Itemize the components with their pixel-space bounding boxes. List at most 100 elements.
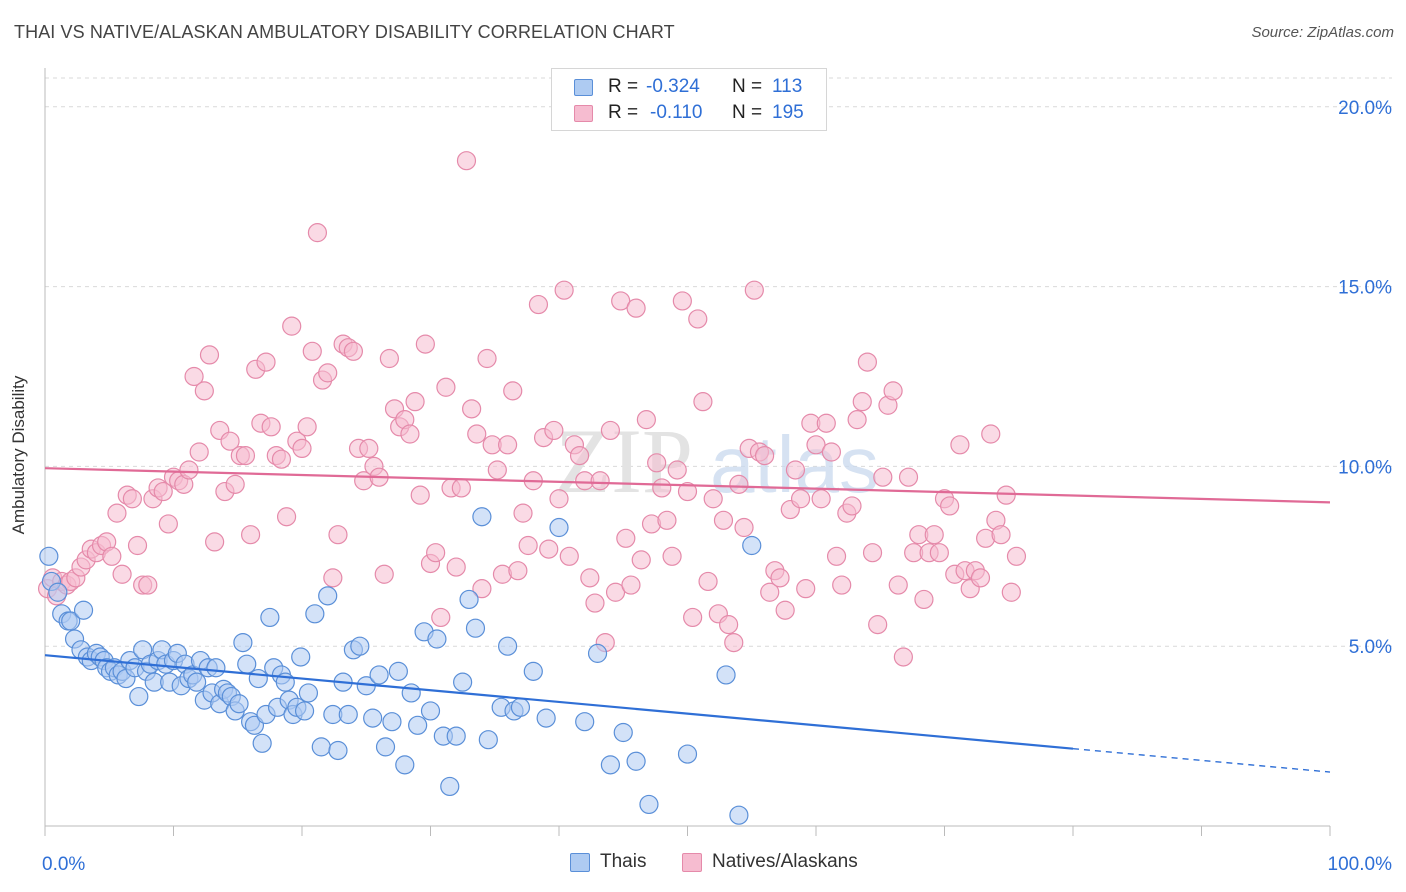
data-point-natives: [605, 582, 626, 602]
data-point-natives: [379, 348, 399, 369]
data-point-natives: [112, 564, 132, 584]
data-point-thais: [229, 694, 249, 714]
data-point-thais: [233, 632, 253, 653]
data-point-natives: [826, 546, 847, 566]
data-point-thais: [549, 517, 569, 538]
data-point-natives: [888, 575, 908, 595]
data-point-thais: [446, 726, 466, 746]
data-point-natives: [220, 431, 240, 451]
data-point-natives: [862, 543, 883, 563]
data-point-thais: [472, 507, 492, 527]
data-point-natives: [806, 435, 826, 455]
data-point-natives: [513, 503, 533, 523]
y-axis-label: Ambulatory Disability: [9, 375, 28, 535]
data-point-natives: [307, 223, 328, 243]
data-point-thais: [350, 636, 370, 656]
legend-row-natives: R = -0.110 N = 195: [574, 102, 824, 126]
data-point-natives: [734, 517, 754, 538]
y-tick-label: 5.0%: [1349, 637, 1392, 658]
data-point-natives: [703, 489, 723, 509]
data-point-natives: [235, 445, 256, 466]
data-point-natives: [677, 481, 698, 502]
data-point-thais: [369, 665, 389, 685]
data-point-natives: [683, 607, 703, 628]
legend-n-label: N =: [732, 76, 763, 97]
data-point-natives: [621, 575, 641, 595]
bottom-legend-thais: Thais: [570, 851, 670, 877]
data-point-natives: [698, 571, 718, 592]
data-point-thais: [328, 740, 348, 761]
data-point-thais: [459, 589, 479, 610]
data-point-natives: [719, 615, 739, 635]
data-point-natives: [328, 525, 348, 545]
data-point-natives: [652, 478, 672, 498]
source-credit: Source: ZipAtlas.com: [1251, 24, 1394, 41]
data-point-natives: [261, 417, 281, 437]
legend-swatch-natives: [574, 105, 593, 122]
data-point-natives: [282, 316, 302, 336]
data-point-natives: [431, 607, 451, 628]
data-point-thais: [338, 704, 358, 725]
data-point-thais: [510, 697, 531, 717]
data-point-natives: [179, 460, 199, 480]
data-point-natives: [292, 438, 312, 459]
data-point-natives: [981, 424, 1001, 444]
trend-line-natives: [44, 467, 1331, 504]
data-point-natives: [611, 291, 631, 311]
data-point-natives: [487, 460, 507, 480]
data-point-thais: [39, 546, 59, 566]
data-point-thais: [294, 701, 315, 721]
data-point-natives: [518, 535, 538, 556]
data-point-natives: [636, 410, 656, 430]
data-point-thais: [260, 607, 280, 628]
data-point-thais: [408, 715, 428, 735]
data-point-thais: [498, 636, 518, 656]
data-point-natives: [898, 467, 919, 487]
data-point-natives: [544, 420, 564, 441]
data-point-natives: [107, 503, 127, 523]
data-point-natives: [770, 568, 790, 588]
data-point-natives: [667, 460, 687, 480]
data-point-thais: [248, 668, 268, 689]
data-point-thais: [587, 643, 608, 663]
legend-n-value-natives: 195: [772, 102, 804, 123]
data-point-thais: [305, 604, 325, 624]
data-point-natives: [600, 420, 621, 441]
data-point-thais: [453, 672, 473, 692]
data-point-natives: [456, 151, 477, 171]
data-point-natives: [693, 392, 713, 412]
data-point-natives: [796, 579, 816, 599]
data-point-natives: [138, 575, 158, 595]
legend-r-label: R =: [608, 76, 639, 97]
data-point-thais: [536, 708, 556, 728]
data-point-thais: [311, 737, 331, 757]
bottom-legend-swatch-natives: [682, 853, 702, 872]
data-point-natives: [914, 589, 934, 610]
data-point-thais: [187, 672, 207, 692]
data-point-natives: [991, 525, 1011, 545]
bottom-legend-label-natives: Natives/Alaskans: [712, 851, 858, 872]
data-point-natives: [374, 564, 394, 584]
data-point-natives: [1006, 546, 1027, 566]
data-point-natives: [446, 557, 466, 577]
data-point-natives: [590, 471, 610, 491]
gridlines: [45, 77, 1392, 647]
data-point-thais: [395, 755, 415, 775]
data-point-thais: [375, 737, 396, 757]
correlation-legend: R = -0.324 N = 113 R = -0.110 N = 195: [551, 68, 827, 131]
data-point-natives: [400, 424, 420, 444]
data-point-thais: [388, 661, 408, 681]
data-point-thais: [742, 535, 762, 556]
legend-row-thais: R = -0.324 N = 113: [574, 76, 824, 100]
data-point-natives: [127, 535, 148, 556]
series-thais-points: [39, 507, 762, 825]
data-point-natives: [929, 543, 949, 563]
data-point-natives: [528, 294, 549, 315]
data-point-natives: [873, 467, 893, 487]
data-point-natives: [194, 381, 214, 401]
trend-line-thais-extrapolated: [1072, 747, 1331, 773]
data-point-thais: [291, 647, 311, 667]
data-point-thais: [363, 708, 383, 728]
trend-lines: [44, 467, 1331, 773]
data-point-natives: [559, 546, 579, 566]
